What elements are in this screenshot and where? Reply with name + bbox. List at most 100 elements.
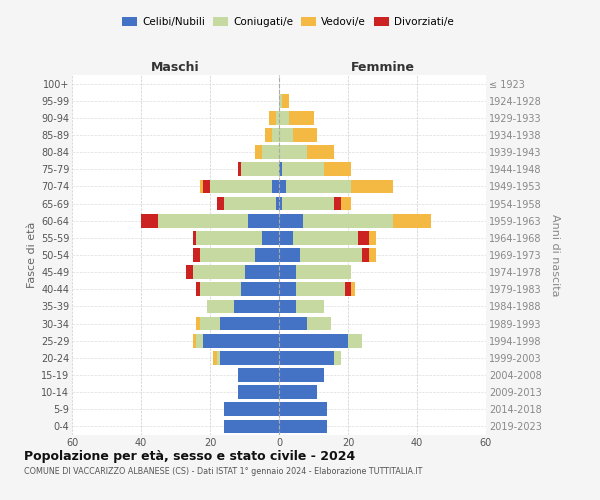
Bar <box>224 402 279 416</box>
Bar <box>279 316 331 330</box>
Bar <box>279 351 334 364</box>
Bar <box>200 248 279 262</box>
Bar <box>224 402 279 416</box>
Bar <box>234 300 279 314</box>
Bar <box>224 196 279 210</box>
Bar <box>279 180 286 194</box>
Bar <box>279 196 352 210</box>
Bar <box>262 146 279 159</box>
Bar <box>279 334 362 347</box>
Bar <box>279 282 344 296</box>
Bar <box>279 300 324 314</box>
Bar <box>279 231 368 244</box>
Bar <box>279 368 324 382</box>
Bar <box>279 94 283 108</box>
Bar <box>279 180 393 194</box>
Bar <box>196 316 279 330</box>
Bar <box>279 248 300 262</box>
Bar <box>279 316 331 330</box>
Bar <box>186 266 279 279</box>
Bar <box>220 316 279 330</box>
Bar <box>279 146 334 159</box>
Bar <box>279 248 362 262</box>
Bar <box>279 180 352 194</box>
Bar <box>196 282 279 296</box>
Bar <box>279 368 324 382</box>
Bar <box>238 368 279 382</box>
Bar <box>279 300 324 314</box>
Bar <box>279 420 328 434</box>
Bar <box>262 231 279 244</box>
Bar <box>193 248 279 262</box>
Text: Femmine: Femmine <box>350 61 415 74</box>
Bar <box>279 146 307 159</box>
Bar <box>279 214 431 228</box>
Bar <box>279 300 296 314</box>
Bar <box>238 162 279 176</box>
Bar <box>279 162 283 176</box>
Bar <box>241 162 279 176</box>
Bar <box>238 162 279 176</box>
Bar <box>238 368 279 382</box>
Bar <box>279 386 317 399</box>
Bar <box>279 162 324 176</box>
Bar <box>279 266 296 279</box>
Bar <box>279 214 303 228</box>
Bar <box>279 282 355 296</box>
Bar <box>269 111 279 124</box>
Bar <box>279 316 331 330</box>
Bar <box>248 214 279 228</box>
Bar <box>279 368 324 382</box>
Bar <box>217 196 279 210</box>
Bar <box>203 334 279 347</box>
Bar <box>279 266 352 279</box>
Bar <box>272 128 279 142</box>
Bar <box>238 386 279 399</box>
Bar <box>279 420 328 434</box>
Bar <box>279 94 289 108</box>
Bar <box>279 146 307 159</box>
Bar <box>217 351 279 364</box>
Bar <box>238 368 279 382</box>
Bar <box>279 128 317 142</box>
Bar <box>241 282 279 296</box>
Bar <box>279 94 283 108</box>
Bar <box>279 196 334 210</box>
Bar <box>265 128 279 142</box>
Bar <box>279 420 328 434</box>
Bar <box>224 402 279 416</box>
Bar <box>200 180 279 194</box>
Bar <box>279 128 293 142</box>
Bar <box>279 386 317 399</box>
Bar <box>279 231 293 244</box>
Bar <box>279 214 393 228</box>
Bar <box>279 402 328 416</box>
Bar <box>279 231 376 244</box>
Bar <box>196 282 279 296</box>
Bar <box>275 111 279 124</box>
Bar <box>193 231 279 244</box>
Bar <box>279 282 296 296</box>
Bar <box>217 351 279 364</box>
Bar <box>279 111 289 124</box>
Bar <box>279 248 368 262</box>
Text: COMUNE DI VACCARIZZO ALBANESE (CS) - Dati ISTAT 1° gennaio 2024 - Elaborazione T: COMUNE DI VACCARIZZO ALBANESE (CS) - Dat… <box>24 468 422 476</box>
Bar <box>193 248 279 262</box>
Bar <box>196 334 279 347</box>
Bar <box>238 386 279 399</box>
Bar <box>279 386 317 399</box>
Bar <box>224 420 279 434</box>
Bar <box>214 351 279 364</box>
Bar <box>272 180 279 194</box>
Bar <box>279 111 314 124</box>
Bar <box>224 402 279 416</box>
Bar <box>224 420 279 434</box>
Bar <box>275 196 279 210</box>
Bar <box>279 420 328 434</box>
Bar <box>279 196 341 210</box>
Bar <box>279 402 328 416</box>
Text: Maschi: Maschi <box>151 61 200 74</box>
Bar <box>279 368 324 382</box>
Bar <box>279 162 324 176</box>
Bar <box>279 351 341 364</box>
